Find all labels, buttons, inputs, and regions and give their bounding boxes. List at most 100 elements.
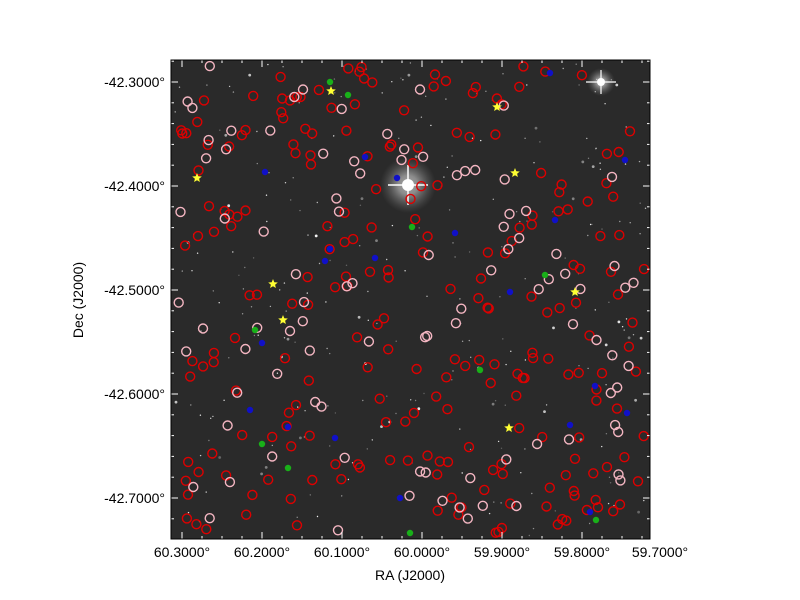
field-star (529, 535, 530, 536)
field-star (375, 239, 378, 242)
field-star (430, 125, 431, 126)
green-dot-marker (407, 530, 413, 536)
field-star (391, 81, 392, 82)
field-star (325, 301, 326, 302)
field-star (400, 78, 401, 79)
field-star (516, 211, 517, 212)
blue-dot-marker (262, 169, 268, 175)
field-star (601, 228, 602, 229)
field-star (498, 441, 499, 442)
field-star (501, 246, 502, 247)
field-star (499, 296, 500, 297)
field-star (224, 134, 227, 137)
field-star (552, 211, 553, 212)
blue-dot-marker (547, 70, 553, 76)
field-star (277, 373, 278, 374)
field-star (480, 140, 481, 141)
field-star (191, 270, 192, 271)
field-star (615, 84, 618, 87)
field-star (243, 288, 244, 289)
field-star (606, 433, 607, 434)
field-star (346, 265, 347, 266)
field-star (233, 91, 234, 92)
field-star (639, 233, 640, 234)
field-star (335, 412, 336, 413)
field-star (260, 473, 263, 476)
field-star (588, 158, 589, 159)
field-star (329, 260, 330, 261)
field-star (628, 336, 631, 339)
field-star (272, 445, 273, 446)
field-star (286, 310, 287, 311)
field-star (188, 512, 189, 513)
field-star (535, 127, 538, 130)
field-star (524, 448, 525, 449)
field-star (519, 221, 520, 222)
field-star (533, 162, 534, 163)
field-star (572, 197, 575, 200)
field-star (612, 358, 613, 359)
field-star (299, 102, 300, 103)
field-star (270, 306, 271, 307)
field-star (452, 242, 453, 243)
field-star (362, 400, 363, 401)
field-star (425, 96, 426, 97)
field-star (524, 138, 525, 139)
field-star (470, 449, 471, 450)
field-star (525, 278, 526, 279)
field-star (398, 138, 399, 139)
field-star (334, 92, 335, 93)
field-star (563, 68, 564, 69)
field-star (341, 495, 342, 496)
field-star (470, 357, 471, 358)
field-star (459, 428, 460, 429)
field-star (505, 405, 506, 406)
field-star (190, 404, 191, 405)
field-star (421, 117, 422, 118)
blue-dot-marker (622, 157, 628, 163)
field-star (284, 337, 285, 338)
green-dot-marker (345, 92, 351, 98)
field-star (625, 163, 626, 164)
field-star (294, 342, 295, 343)
field-star (257, 163, 258, 164)
field-star (265, 466, 268, 469)
field-star (565, 257, 566, 258)
green-dot-marker (409, 224, 415, 230)
field-star (386, 396, 387, 397)
y-tick-label: -42.5000° (104, 282, 165, 298)
field-star (590, 224, 591, 225)
field-star (232, 251, 233, 252)
blue-dot-marker (592, 383, 598, 389)
field-star (576, 63, 577, 64)
x-tick-label: 60.2000° (234, 544, 290, 560)
field-star (586, 138, 587, 139)
field-star (539, 141, 540, 142)
y-tick-label: -42.3000° (104, 74, 165, 90)
field-star (626, 318, 627, 319)
field-star (206, 491, 207, 492)
field-star (489, 513, 490, 514)
field-star (502, 73, 503, 74)
blue-dot-marker (552, 217, 558, 223)
blue-dot-marker (327, 246, 333, 252)
field-star (367, 291, 368, 292)
field-star (285, 182, 286, 183)
field-star (630, 222, 631, 223)
field-star (361, 197, 364, 200)
field-star (386, 259, 387, 260)
field-star (382, 92, 383, 93)
field-star (581, 161, 584, 164)
field-star (358, 316, 361, 319)
field-star (459, 298, 460, 299)
field-star (609, 477, 610, 478)
field-star (552, 327, 555, 330)
field-star (505, 364, 506, 365)
field-star (404, 270, 405, 271)
field-star (595, 309, 596, 310)
field-star (297, 406, 298, 407)
blue-dot-marker (322, 258, 328, 264)
field-star (359, 245, 360, 246)
field-star (218, 456, 221, 459)
field-star (640, 203, 641, 204)
